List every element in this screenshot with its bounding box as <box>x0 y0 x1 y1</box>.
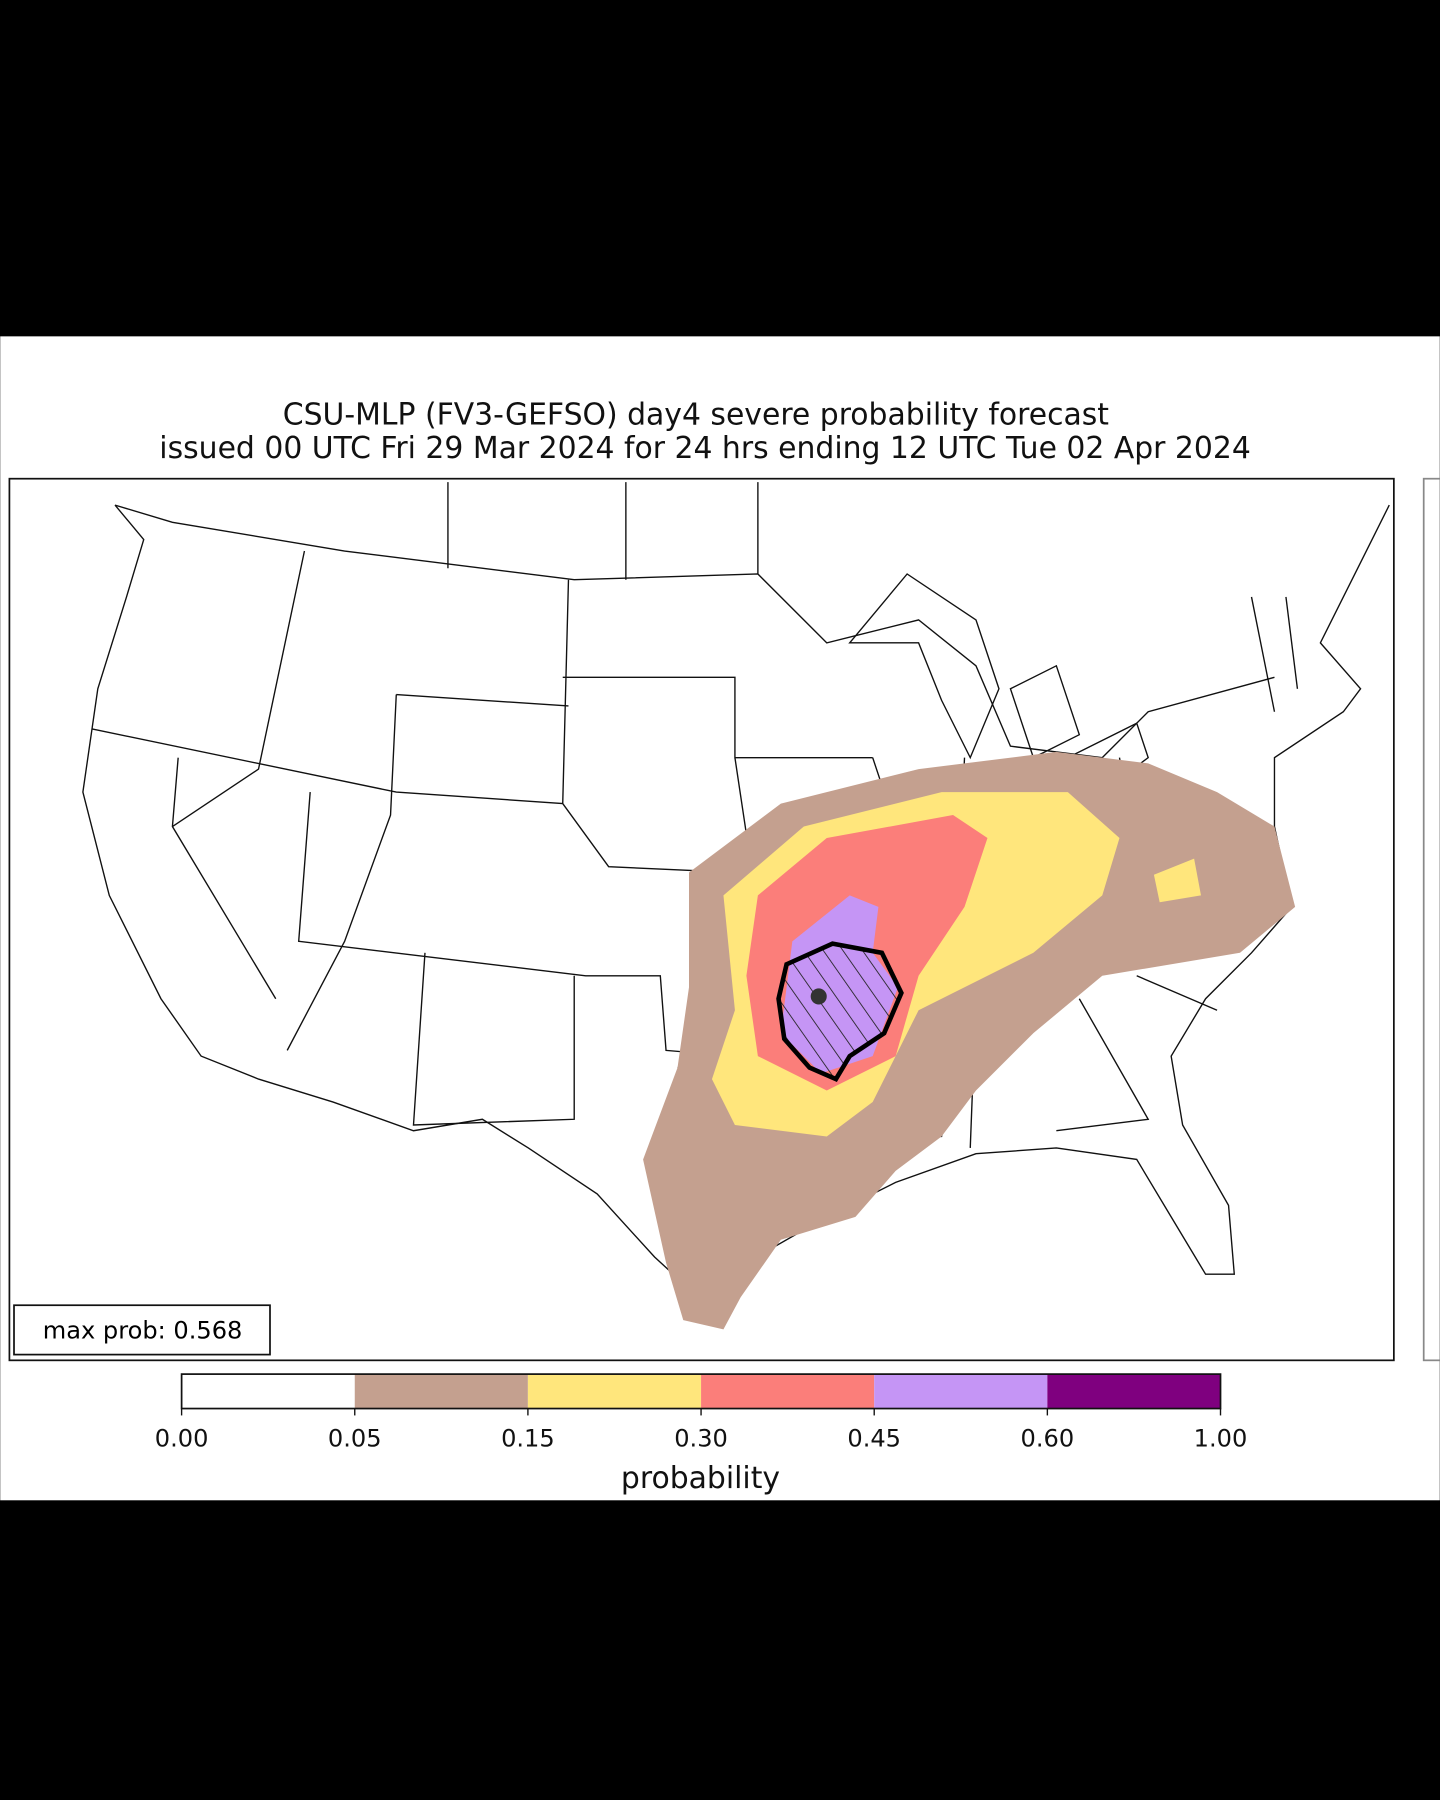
colorbar-segment <box>701 1374 875 1409</box>
significant-contour <box>776 941 904 1082</box>
colorbar-tick-label: 0.00 <box>155 1424 209 1452</box>
map <box>82 482 1390 1330</box>
top-band <box>0 0 1440 337</box>
colorbar-tick-label: 1.00 <box>1194 1424 1248 1452</box>
colorbar-tick-label: 0.15 <box>501 1424 555 1452</box>
annotation: max prob: 0.568 <box>43 1317 243 1345</box>
max-point <box>810 988 827 1005</box>
colorbar-segment <box>1047 1374 1221 1409</box>
bottom-band <box>0 1500 1440 1800</box>
colorbar-segment <box>181 1374 355 1409</box>
title: CSU-MLP (FV3-GEFSO) day4 severe probabil… <box>283 398 1109 433</box>
colorbar-label: probability <box>621 1461 780 1496</box>
colorbar: 0.00 0.05 0.15 0.30 0.45 0.60 1.00 <box>155 1373 1248 1452</box>
subtitle: issued 00 UTC Fri 29 Mar 2024 for 24 hrs… <box>159 431 1251 466</box>
border <box>114 504 1275 759</box>
colorbar-tick-label: 0.60 <box>1021 1424 1075 1452</box>
map-frame <box>8 477 1395 1362</box>
colorbar-tick-label: 0.30 <box>674 1424 728 1452</box>
colorbar-tick-label: 0.45 <box>847 1424 901 1452</box>
annotation-box <box>13 1304 271 1356</box>
colorbar-segment <box>354 1374 528 1409</box>
next-panel <box>1422 477 1440 1362</box>
colorbar-segment <box>874 1374 1048 1409</box>
colorbar-tick-label: 0.05 <box>328 1424 382 1452</box>
colorbar-segment <box>527 1374 702 1409</box>
